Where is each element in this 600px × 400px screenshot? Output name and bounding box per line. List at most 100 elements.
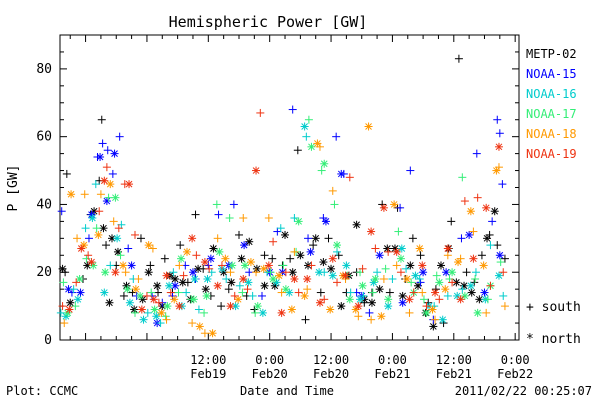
data-point-south	[59, 278, 68, 287]
data-point-north	[411, 271, 420, 280]
data-point-south	[97, 115, 106, 124]
x-tick-date-label: Feb22	[497, 367, 533, 381]
x-tick-label: 0:00	[378, 353, 407, 367]
data-point-north	[429, 322, 438, 331]
data-point-south	[279, 261, 288, 270]
data-point-north	[221, 254, 230, 263]
data-point-north	[364, 122, 373, 131]
data-point-south	[320, 295, 329, 304]
data-point-north	[234, 295, 243, 304]
data-point-south	[245, 268, 254, 277]
data-point-south	[176, 241, 185, 250]
data-point-south	[131, 230, 140, 239]
data-point-south	[388, 275, 397, 283]
data-point-south	[60, 319, 69, 328]
data-point-south	[154, 288, 163, 297]
data-point-south	[273, 227, 282, 236]
data-point-south	[405, 308, 414, 317]
data-point-north	[441, 285, 450, 294]
data-point-south	[143, 308, 152, 317]
data-point-north	[287, 305, 296, 314]
data-point-south	[431, 315, 440, 324]
data-point-north	[139, 315, 148, 324]
data-point-south	[166, 288, 175, 297]
x-tick-label: 12:00	[313, 353, 349, 367]
data-point-north	[258, 308, 267, 317]
data-point-south	[368, 288, 377, 297]
data-point-north	[333, 241, 342, 250]
data-points	[56, 54, 509, 338]
x-axis: 12:00Feb190:00Feb2012:00Feb200:00Feb2112…	[69, 35, 533, 381]
data-point-south	[174, 288, 183, 297]
data-point-south	[384, 247, 393, 256]
data-point-north	[111, 268, 120, 277]
data-point-south	[58, 302, 67, 311]
data-point-south	[416, 278, 425, 287]
data-point-south	[457, 234, 466, 243]
data-point-south	[121, 268, 130, 277]
data-point-north	[87, 258, 96, 267]
x-tick-label: 12:00	[436, 353, 472, 367]
data-point-north	[466, 281, 475, 290]
data-point-north	[102, 197, 111, 206]
data-point-south	[96, 190, 105, 199]
data-point-south	[276, 224, 285, 233]
data-point-south	[264, 214, 273, 222]
data-point-north	[371, 275, 380, 283]
data-point-south	[80, 190, 89, 199]
data-point-north	[352, 220, 361, 229]
data-point-south	[493, 115, 502, 124]
data-point-north	[443, 244, 452, 253]
x-tick-date-label: Feb21	[436, 367, 472, 381]
data-point-south	[458, 285, 467, 294]
data-point-south	[225, 214, 234, 222]
data-point-north	[300, 122, 309, 131]
data-point-north	[137, 305, 146, 314]
data-point-south	[290, 247, 299, 256]
data-point-south	[230, 291, 239, 300]
data-point-south	[409, 288, 418, 297]
data-point-north	[469, 254, 478, 263]
data-point-south	[200, 329, 209, 338]
data-point-north	[300, 291, 309, 300]
data-point-south	[229, 200, 238, 209]
data-point-south	[251, 308, 260, 317]
data-point-north	[149, 295, 158, 304]
data-point-south	[407, 278, 416, 287]
data-point-north	[342, 261, 351, 270]
data-point-south	[469, 227, 478, 236]
data-point-north	[442, 268, 451, 277]
data-point-south	[302, 132, 311, 141]
data-point-south	[493, 241, 502, 250]
data-point-north	[405, 295, 414, 304]
data-point-north	[206, 254, 215, 263]
data-point-south	[82, 254, 91, 263]
data-point-south	[365, 308, 374, 317]
data-point-south	[309, 241, 318, 250]
data-point-north	[390, 200, 399, 209]
data-point-south	[57, 207, 66, 216]
data-point-south	[378, 200, 387, 209]
data-point-south	[104, 193, 113, 202]
data-point-south	[226, 268, 235, 277]
data-point-north	[209, 244, 218, 253]
series-legend: METP-02 NOAA-15 NOAA-16 NOAA-17 NOAA-18 NOAA-…	[526, 47, 577, 161]
data-point-south	[486, 241, 495, 250]
data-point-north	[345, 295, 354, 304]
data-point-south	[260, 251, 269, 260]
data-point-north	[150, 305, 159, 314]
data-point-south	[447, 217, 456, 226]
data-point-north	[194, 264, 203, 273]
data-point-north	[226, 302, 235, 311]
data-point-north	[294, 217, 303, 226]
data-point-south	[499, 268, 508, 277]
data-point-south	[408, 234, 417, 243]
data-point-south	[371, 244, 380, 253]
data-point-south	[354, 312, 363, 321]
legend-item-noaa-15: NOAA-15	[526, 67, 577, 81]
data-point-north	[239, 275, 248, 283]
data-point-north	[111, 193, 120, 202]
data-point-south	[435, 295, 444, 304]
data-point-south	[95, 207, 104, 216]
data-point-south	[304, 234, 313, 243]
